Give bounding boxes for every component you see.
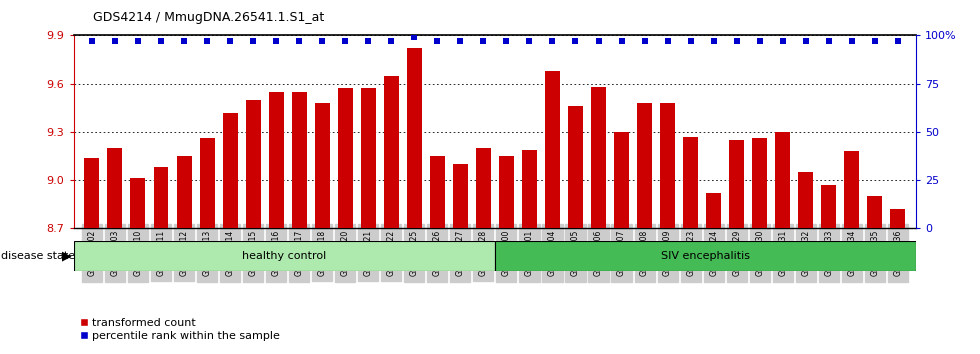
- Bar: [222, 113, 237, 228]
- Bar: [775, 132, 790, 228]
- Bar: [154, 167, 169, 228]
- Bar: [430, 156, 445, 228]
- Legend: transformed count, percentile rank within the sample: transformed count, percentile rank withi…: [79, 318, 280, 341]
- Text: GDS4214 / MmugDNA.26541.1.S1_at: GDS4214 / MmugDNA.26541.1.S1_at: [93, 11, 324, 24]
- Bar: [637, 103, 652, 228]
- Bar: [200, 138, 215, 228]
- Bar: [753, 138, 767, 228]
- Bar: [130, 178, 145, 228]
- Bar: [891, 209, 906, 228]
- Bar: [568, 106, 583, 228]
- Bar: [384, 76, 399, 228]
- Text: ▶: ▶: [62, 249, 72, 262]
- Bar: [821, 185, 836, 228]
- Bar: [591, 87, 606, 228]
- Bar: [661, 103, 675, 228]
- Bar: [176, 156, 191, 228]
- Bar: [522, 149, 537, 228]
- Bar: [545, 71, 560, 228]
- Bar: [845, 151, 859, 228]
- Bar: [292, 92, 307, 228]
- Bar: [338, 88, 353, 228]
- Bar: [867, 196, 882, 228]
- Text: healthy control: healthy control: [242, 251, 326, 261]
- Bar: [407, 48, 421, 228]
- Bar: [315, 103, 329, 228]
- Bar: [108, 148, 122, 228]
- Bar: [683, 137, 698, 228]
- Bar: [453, 164, 467, 228]
- Bar: [799, 172, 813, 228]
- Bar: [707, 193, 721, 228]
- Bar: [84, 158, 99, 228]
- Bar: [74, 241, 495, 271]
- Bar: [729, 140, 744, 228]
- Bar: [361, 88, 375, 228]
- Bar: [476, 148, 491, 228]
- Bar: [614, 132, 629, 228]
- Text: disease state: disease state: [1, 251, 75, 261]
- Bar: [495, 241, 916, 271]
- Bar: [246, 100, 261, 228]
- Bar: [499, 156, 514, 228]
- Text: SIV encephalitis: SIV encephalitis: [662, 251, 750, 261]
- Bar: [269, 92, 283, 228]
